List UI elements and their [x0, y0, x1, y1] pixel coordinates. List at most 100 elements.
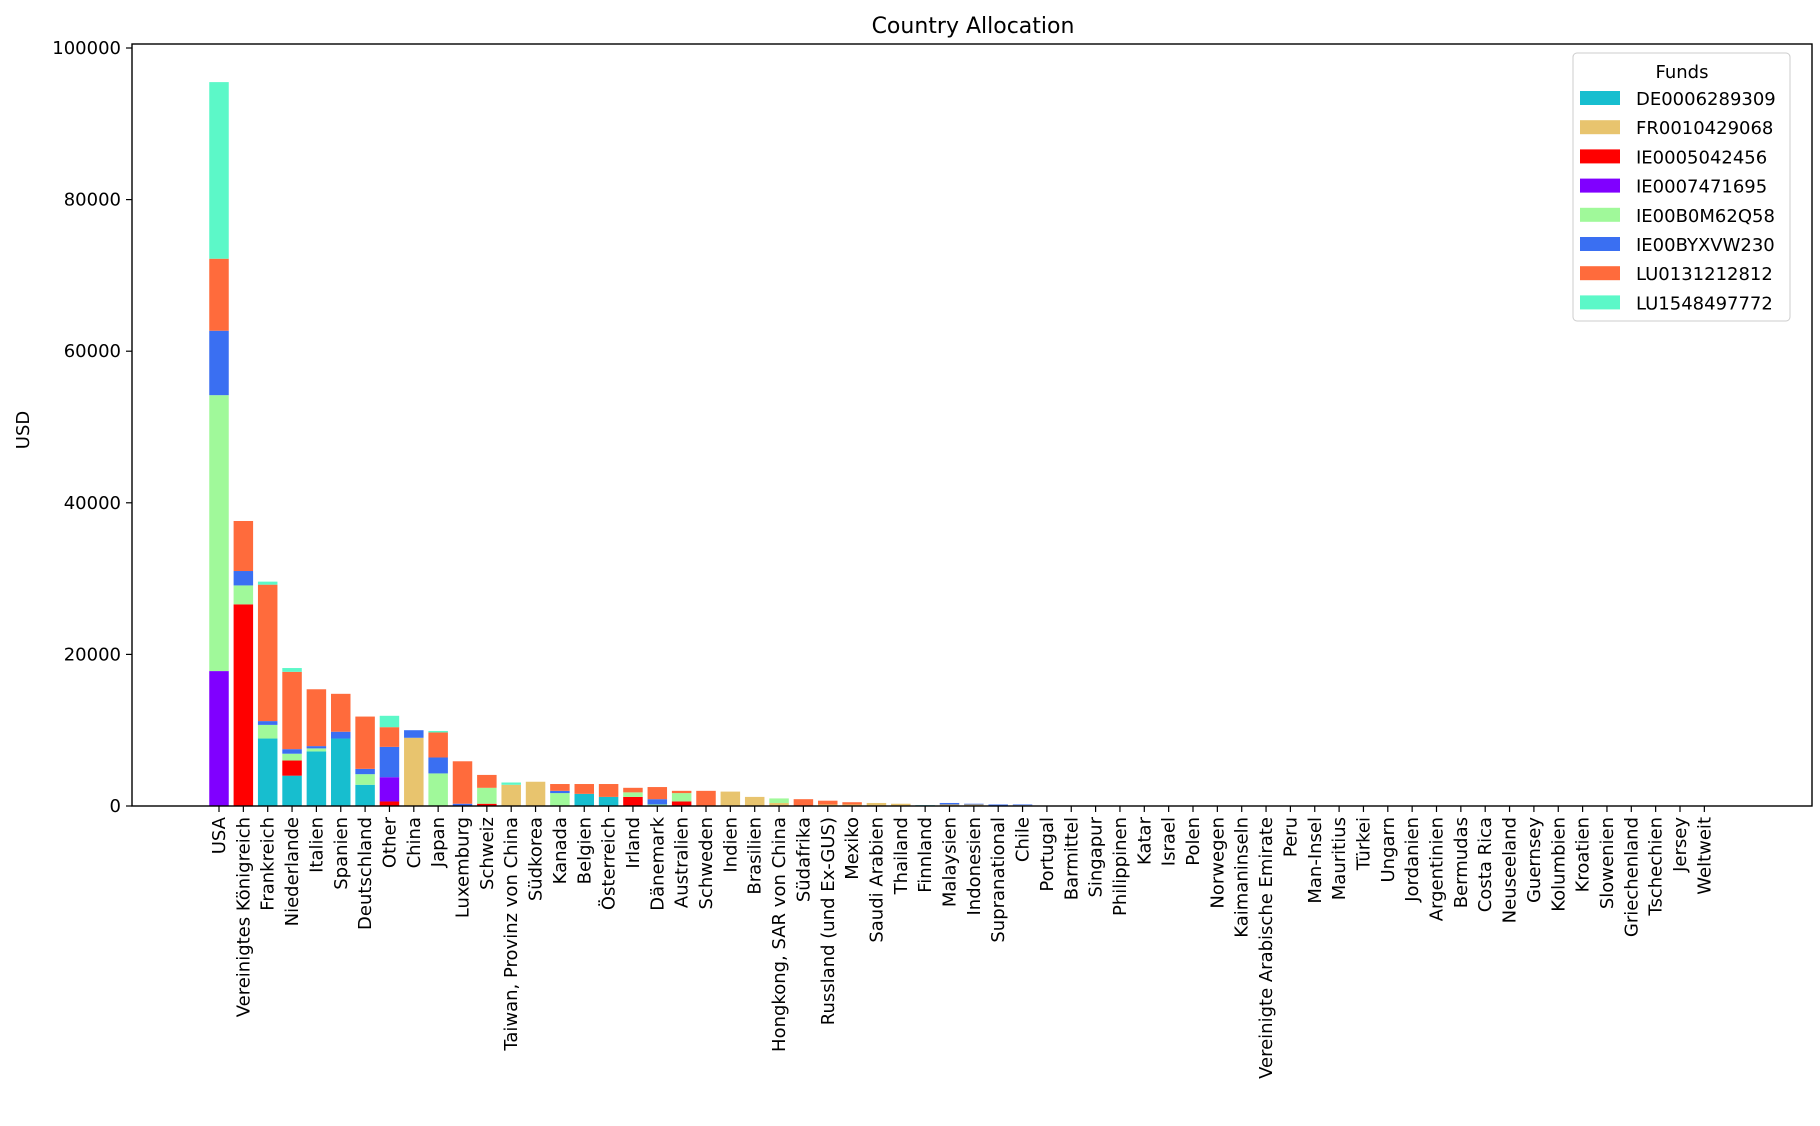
bar-segment: [696, 790, 716, 806]
legend: Funds DE0006289309 FR0010429068 IE00050424…: [1572, 52, 1791, 322]
x-tick-label: Japan: [428, 817, 449, 868]
x-tick-label: Weltweit: [1694, 817, 1715, 895]
bar-segment: [793, 799, 814, 806]
x-tick-label: Australien: [672, 817, 693, 908]
x-tick-label: USA: [209, 816, 230, 854]
bar-segment: [257, 721, 278, 725]
legend-label: IE0005042456: [1636, 147, 1767, 168]
bar-segment: [647, 787, 668, 800]
x-tick-label: Argentinien: [1427, 817, 1448, 921]
bar-segment: [623, 796, 643, 806]
x-tick-label: Indonesien: [964, 817, 985, 916]
bar-segment: [720, 791, 741, 806]
x-tick-label: Russland (und Ex-GUS): [818, 817, 839, 1025]
bar-segment: [282, 775, 302, 806]
x-tick-label: Kaimaninseln: [1232, 817, 1253, 938]
legend-swatch: [1580, 295, 1620, 310]
bar-segment: [1012, 804, 1033, 806]
bar-segment: [428, 757, 448, 774]
legend-title: Funds: [1656, 62, 1709, 83]
x-tick-label: Other: [379, 816, 400, 868]
x-tick-label: Mauritius: [1329, 817, 1350, 900]
bars-layer: [209, 82, 1033, 806]
x-tick-label: Irland: [623, 817, 644, 869]
bar-segment: [964, 804, 984, 806]
x-tick-label: Polen: [1183, 817, 1204, 866]
legend-swatch: [1580, 178, 1620, 193]
x-tick-label: Türkei: [1353, 817, 1374, 871]
x-tick-label: Deutschland: [355, 817, 376, 930]
x-tick-label: Bermudas: [1451, 817, 1472, 908]
bar-segment: [306, 748, 327, 752]
bar-segment: [404, 730, 424, 738]
bar-segment: [428, 773, 448, 806]
bar-segment: [769, 802, 789, 806]
legend-label: IE0007471695: [1636, 177, 1767, 198]
x-tick-label: Saudi Arabien: [866, 817, 887, 943]
bar-segment: [428, 730, 448, 733]
bar-segment: [209, 395, 229, 672]
x-tick-label: Indien: [720, 817, 741, 873]
legend-swatch: [1580, 91, 1620, 105]
x-tick-label: Belgien: [574, 817, 595, 884]
bar-segment: [379, 715, 400, 728]
legend-label: LU0131212812: [1636, 264, 1773, 285]
bar-segment: [452, 761, 473, 804]
bar-segment: [623, 787, 643, 793]
bar-segment: [818, 804, 838, 806]
legend-frame: [1572, 52, 1791, 322]
bar-segment: [331, 738, 351, 806]
x-tick-label: Hongkong, SAR von China: [769, 817, 790, 1052]
x-tick-label: Thailand: [891, 817, 912, 895]
bar-segment: [257, 738, 278, 806]
bar-segment: [818, 800, 838, 805]
x-tick-label: Norwegen: [1207, 817, 1228, 909]
bar-segment: [550, 793, 570, 806]
x-tick-label: China: [404, 817, 425, 868]
bar-segment: [769, 798, 789, 803]
x-tick-label: Vereinigtes Königreich: [233, 817, 254, 1017]
x-tick-label: Singapur: [1086, 816, 1107, 897]
bar-segment: [501, 782, 521, 785]
bar-segment: [331, 731, 351, 739]
bar-segment: [209, 330, 229, 396]
bar-segment: [355, 784, 375, 806]
x-tick-label: Italien: [306, 817, 327, 873]
bar-segment: [209, 258, 229, 331]
x-tick-label: Chile: [1013, 817, 1034, 862]
bar-segment: [355, 716, 375, 769]
bar-segment: [598, 796, 619, 806]
bar-segment: [233, 604, 254, 806]
y-tick-label: 80000: [64, 190, 121, 211]
legend-swatch: [1580, 266, 1620, 281]
bar-segment: [574, 793, 594, 806]
bar-segment: [257, 724, 278, 739]
bar-segment: [282, 671, 302, 750]
bar-segment: [598, 784, 619, 797]
x-tick-label: Südafrika: [793, 817, 814, 902]
x-tick-label: Neuseeland: [1500, 817, 1521, 923]
bar-segment: [306, 751, 327, 806]
bar-segment: [452, 803, 473, 806]
legend-label: IE00B0M62Q58: [1636, 206, 1775, 227]
bar-segment: [282, 668, 302, 672]
x-tick-label: Schweden: [696, 817, 717, 909]
y-tick-label: 20000: [64, 644, 121, 665]
bar-segment: [744, 796, 765, 806]
x-tick-label: Katar: [1134, 816, 1155, 865]
x-tick-label: Luxemburg: [453, 817, 474, 918]
bar-segment: [477, 774, 497, 788]
x-tick-label: Ungarn: [1378, 817, 1399, 883]
bar-segment: [550, 790, 570, 794]
x-tick-label: Kroatien: [1573, 817, 1594, 892]
x-tick-label: Südkorea: [526, 817, 547, 901]
y-tick-label: 100000: [52, 38, 121, 59]
bar-segment: [671, 801, 692, 806]
legend-label: DE0006289309: [1636, 89, 1776, 110]
bar-segment: [671, 793, 692, 802]
bar-segment: [379, 777, 400, 802]
bar-segment: [282, 760, 302, 776]
x-axis: USA Vereinigtes Königreich Frankreich Niede…: [209, 806, 1715, 1079]
